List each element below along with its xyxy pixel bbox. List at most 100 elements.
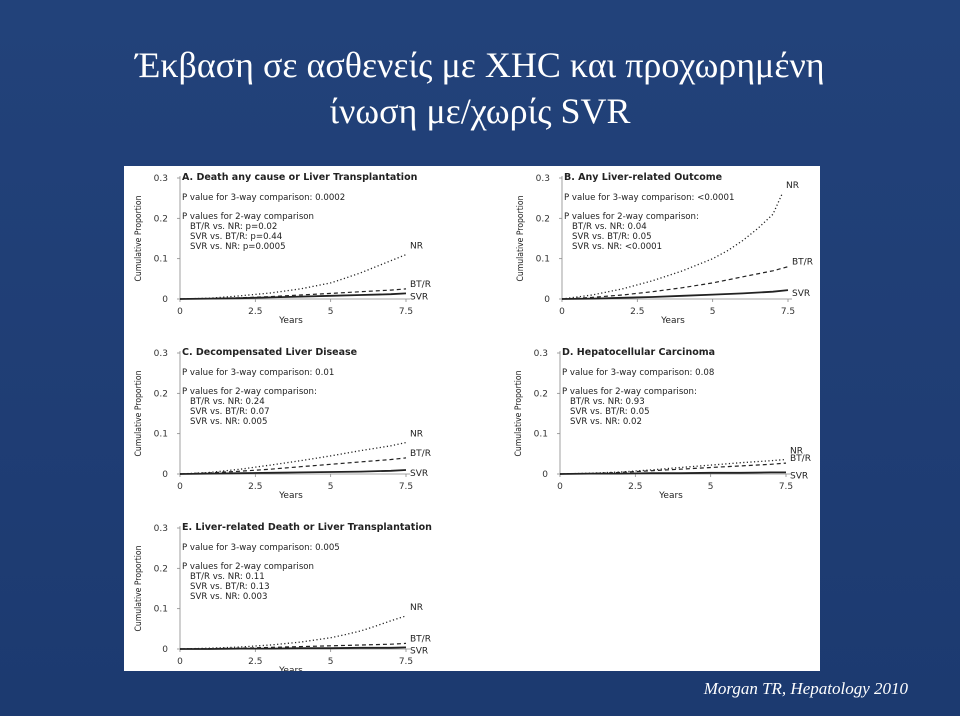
y-tick-label: 0.1 [154,255,168,265]
series-line-nr [179,615,407,650]
x-axis-label: Years [658,491,683,501]
p-value-annotation: SVR vs. NR: 0.005 [190,417,267,427]
series-line-btr [179,642,407,650]
y-tick-label: 0.2 [534,389,548,399]
chart-panel-c: 0 0.1 0.2 0.3 0 2.5 5 7.5 Years Cumulative Propor… [134,347,431,501]
series-line-btr [179,288,407,300]
chart-panel-a: 0 0.1 0.2 0.3 0 2.5 5 7.5 Years Cumulative Propor… [134,172,431,326]
panel-title: E. Liver-related Death or Liver Transpla… [182,522,432,533]
y-tick-label: 0.1 [534,430,548,440]
x-axis-label: Years [660,316,685,326]
p-value-annotation: P values for 2-way comparison: [562,387,697,397]
p-value-annotation: BT/R vs. NR: 0.11 [190,572,265,582]
y-tick-label: 0.3 [154,524,168,534]
series-line-svr [179,292,407,300]
y-axis-label: Cumulative Proportion [134,371,144,457]
x-tick-label: 7.5 [781,307,795,317]
x-tick-label: 7.5 [399,307,413,317]
slide-title-line-2: ίνωση με/χωρίς SVR [329,91,631,131]
panel-title: A. Death any cause or Liver Transplantat… [182,172,418,183]
series-label: SVR [410,646,428,656]
p-value-annotation: SVR vs. NR: 0.003 [190,592,267,602]
x-axis-label: Years [278,316,303,326]
x-tick-label: 7.5 [399,482,413,492]
p-value-annotation: SVR vs. NR: p=0.0005 [190,242,286,252]
series-line-btr [559,462,787,475]
series-line-nr [179,441,407,475]
x-tick-label: 2.5 [630,307,644,317]
figure-panel: 0 0.1 0.2 0.3 0 2.5 5 7.5 Years Cumulative Propor… [124,166,820,671]
y-tick-label: 0.2 [536,214,550,224]
series-label: SVR [790,471,808,481]
p-value-annotation: P values for 2-way comparison [182,562,314,572]
series-line-btr [179,457,407,475]
series-label: SVR [410,292,428,302]
series-line-nr [179,253,407,300]
series-label: BT/R [410,449,431,459]
y-tick-label: 0 [542,470,548,480]
y-tick-label: 0.2 [154,214,168,224]
x-tick-label: 0 [177,482,183,492]
y-tick-label: 0.2 [154,389,168,399]
y-tick-label: 0.3 [536,174,550,184]
chart-panel-e: 0 0.1 0.2 0.3 0 2.5 5 7.5 Years Cumulative Propor… [134,522,432,671]
p-value-annotation: P value for 3-way comparison: 0.005 [182,543,340,553]
x-tick-label: 0 [177,657,183,667]
p-value-annotation: SVR vs. NR: 0.02 [570,417,642,427]
y-tick-label: 0 [544,295,550,305]
y-tick-label: 0.1 [536,255,550,265]
charts-svg: 0 0.1 0.2 0.3 0 2.5 5 7.5 Years Cumulative Propor… [134,172,813,671]
series-label: NR [786,181,799,191]
panel-title: C. Decompensated Liver Disease [182,347,357,358]
series-label: BT/R [790,454,811,464]
series-label: NR [410,242,423,252]
x-tick-label: 0 [557,482,563,492]
p-value-annotation: BT/R vs. NR: 0.93 [570,397,645,407]
panel-title: D. Hepatocellular Carcinoma [562,347,715,358]
p-value-annotation: P value for 3-way comparison: 0.0002 [182,193,345,203]
p-value-annotation: P value for 3-way comparison: 0.08 [562,368,714,378]
y-axis-label: Cumulative Proportion [514,371,524,457]
y-axis-label: Cumulative Proportion [134,196,144,282]
x-tick-label: 0 [177,307,183,317]
y-axis-label: Cumulative Proportion [516,196,526,282]
series-label: NR [410,430,423,440]
p-value-annotation: P values for 2-way comparison: [182,387,317,397]
p-value-annotation: P value for 3-way comparison: 0.01 [182,368,334,378]
series-label: SVR [410,469,428,479]
p-value-annotation: BT/R vs. NR: 0.24 [190,397,265,407]
series-line-svr [179,469,407,475]
p-value-annotation: P values for 2-way comparison [182,212,314,222]
p-value-annotation: P value for 3-way comparison: <0.0001 [564,193,734,203]
series-line-svr [559,471,786,475]
p-value-annotation: SVR vs. BT/R: 0.07 [190,407,270,417]
citation: Morgan TR, Hepatology 2010 [703,679,908,698]
series-line-svr [561,289,789,300]
panel-title: B. Any Liver-related Outcome [564,172,722,183]
x-tick-label: 5 [328,657,334,667]
y-tick-label: 0.3 [154,174,168,184]
y-tick-label: 0 [162,295,168,305]
x-axis-label: Years [278,491,303,501]
x-tick-label: 0 [559,307,565,317]
x-tick-label: 5 [328,482,334,492]
y-tick-label: 0 [162,645,168,655]
y-tick-label: 0.3 [154,349,168,359]
y-tick-label: 0.1 [154,430,168,440]
p-value-annotation: BT/R vs. NR: p=0.02 [190,222,277,232]
p-value-annotation: SVR vs. BT/R: 0.05 [572,232,652,242]
series-label: BT/R [792,258,813,268]
chart-panel-d: 0 0.1 0.2 0.3 0 2.5 5 7.5 Years Cumulative Propor… [514,347,811,501]
y-axis-label: Cumulative Proportion [134,546,144,632]
y-tick-label: 0.2 [154,564,168,574]
x-axis-label: Years [278,666,303,671]
x-tick-label: 5 [328,307,334,317]
y-tick-label: 0.3 [534,349,548,359]
x-tick-label: 2.5 [248,657,262,667]
slide-title-line-1: Έκβαση σε ασθενείς με ΧΗC και προχωρημέν… [135,45,825,85]
y-tick-label: 0 [162,470,168,480]
x-tick-label: 2.5 [248,307,262,317]
chart-panel-b: 0 0.1 0.2 0.3 0 2.5 5 7.5 Years Cumulative Propor… [516,172,813,326]
p-value-annotation: BT/R vs. NR: 0.04 [572,222,647,232]
